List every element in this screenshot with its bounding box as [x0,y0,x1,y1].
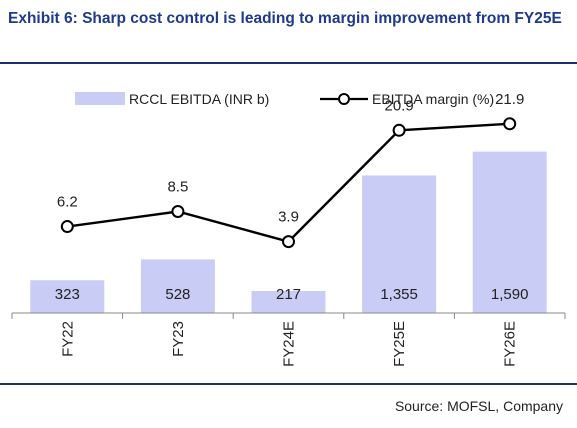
legend-line-label: EBITDA margin (%) [372,91,494,107]
bar-value-label-fy26e: 1,590 [491,286,529,303]
margin-point-fy25e [392,123,406,137]
chart-title: Exhibit 6: Sharp cost control is leading… [8,10,562,27]
top-divider [0,62,577,64]
x-tick-label-fy24e: FY24E [281,321,298,367]
legend-bar-swatch [75,92,125,105]
margin-label-fy25e: 20.9 [384,97,413,114]
line-layer: 6.2 8.5 3.9 20.9 21.9 [57,91,524,249]
bar-fy26e [472,151,547,313]
legend: RCCL EBITDA (INR b) EBITDA margin (%) [75,91,494,107]
bar-value-label-fy22: 323 [55,286,80,303]
margin-label-fy24e: 3.9 [278,209,299,226]
bar-fy23 [140,259,215,313]
bars-layer: 323 528 217 1,355 1,590 [30,151,547,313]
x-tick-label-fy23: FY23 [170,321,187,357]
bottom-divider [0,383,577,385]
margin-point-fy26e [503,117,517,131]
bar-value-label-fy23: 528 [165,286,190,303]
bar-fy24e [251,290,326,313]
margin-point-fy22 [60,220,74,234]
x-tick-label-fy26e: FY26E [502,321,519,367]
bar-value-label-fy24e: 217 [276,286,301,303]
legend-line-marker [338,93,350,105]
x-tick-label-fy22: FY22 [59,321,76,357]
chart: RCCL EBITDA (INR b) EBITDA margin (%) 32… [11,91,566,367]
bar-fy25e [362,175,437,313]
margin-label-fy22: 6.2 [57,194,78,211]
margin-label-fy26e: 21.9 [495,91,524,108]
x-ticks-layer: FY22 FY23 FY24E FY25E FY26E [11,313,566,367]
source-note: Source: MOFSL, Company [394,398,563,414]
legend-bar-label: RCCL EBITDA (INR b) [129,91,269,107]
x-tick-label-fy25e: FY25E [391,321,408,367]
margin-point-fy23 [171,205,185,218]
margin-label-fy23: 8.5 [167,179,188,196]
bar-fy22 [30,280,105,313]
margin-point-fy24e [282,235,295,249]
bar-value-label-fy25e: 1,355 [380,286,418,303]
